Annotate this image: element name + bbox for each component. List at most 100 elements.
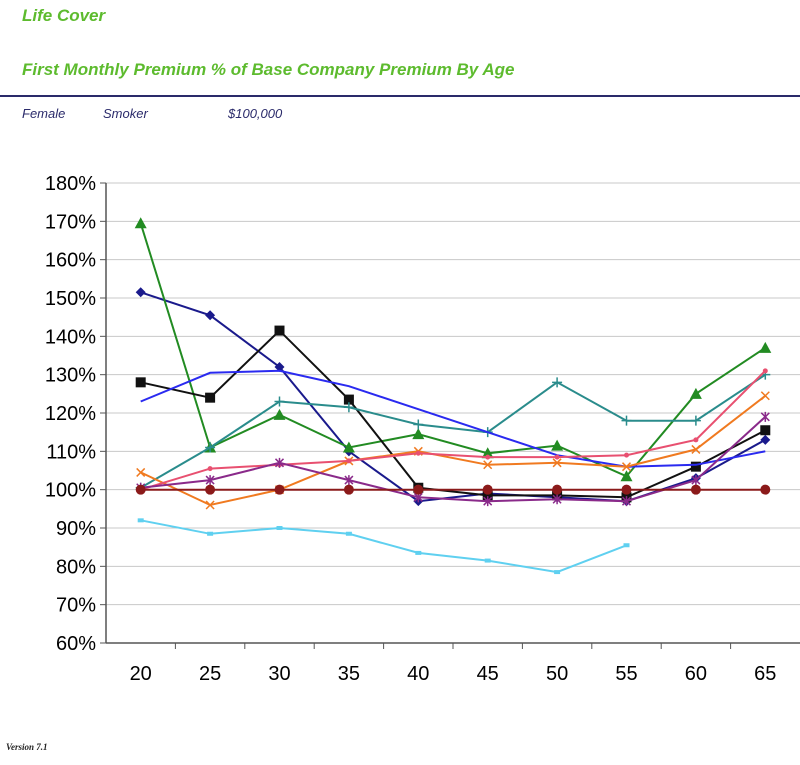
- data-point: [552, 377, 563, 388]
- data-point: [760, 484, 771, 495]
- data-point: [484, 558, 491, 563]
- data-point: [412, 428, 425, 440]
- data-point: [621, 415, 632, 426]
- data-point: [205, 392, 216, 403]
- data-point: [346, 458, 352, 464]
- amount-label: $100,000: [228, 106, 283, 121]
- premium-line-chart: 60% 70% 80% 90% 100% 110% 120% 130% 140% 150% 160%…: [45, 173, 800, 685]
- data-point: [760, 434, 771, 445]
- data-point: [342, 441, 355, 453]
- y-tick-label: 160%: [45, 250, 96, 272]
- y-tick-label: 120%: [45, 403, 96, 425]
- x-tick-label: 55: [615, 663, 637, 685]
- y-tick-label: 110%: [46, 441, 96, 463]
- data-point: [621, 496, 632, 507]
- data-point: [274, 362, 285, 372]
- x-tick-label: 30: [268, 663, 290, 685]
- data-point: [343, 394, 354, 405]
- data-point: [276, 526, 283, 530]
- data-point: [759, 341, 772, 353]
- data-point: [620, 470, 633, 482]
- data-point: [135, 287, 146, 298]
- x-tick-label: 20: [130, 663, 152, 685]
- data-point: [205, 442, 216, 453]
- data-point: [554, 570, 561, 575]
- data-point: [485, 454, 491, 460]
- y-tick-label: 170%: [45, 211, 96, 233]
- data-point: [343, 484, 354, 495]
- y-tick-label: 130%: [45, 365, 96, 387]
- y-tick-label: 60%: [56, 633, 96, 655]
- x-tick-label: 35: [338, 663, 360, 685]
- data-point: [205, 310, 216, 321]
- data-point: [274, 484, 285, 495]
- data-point: [136, 467, 146, 477]
- data-point: [483, 460, 493, 470]
- data-point: [552, 484, 563, 495]
- data-point: [343, 402, 354, 413]
- data-point: [205, 484, 216, 495]
- data-point: [413, 419, 424, 430]
- data-point: [415, 550, 422, 555]
- data-point: [691, 475, 701, 486]
- x-tick-label: 50: [546, 663, 568, 685]
- chart-title: First Monthly Premium % of Base Company …: [22, 60, 515, 79]
- y-tick-label: 100%: [45, 480, 96, 502]
- data-point: [134, 217, 147, 229]
- y-tick-label: 150%: [45, 288, 96, 310]
- data-point: [690, 484, 701, 495]
- y-tick-label: 140%: [45, 326, 96, 348]
- x-tick-label: 40: [407, 663, 429, 685]
- data-point: [413, 484, 424, 495]
- gender-label: Female: [22, 106, 66, 121]
- data-point: [274, 457, 285, 468]
- data-point: [482, 490, 493, 501]
- data-point: [207, 531, 214, 536]
- data-point: [621, 484, 632, 495]
- data-point: [760, 391, 770, 401]
- data-point: [207, 466, 213, 472]
- data-point: [551, 439, 564, 451]
- data-point: [690, 415, 701, 426]
- data-point: [689, 387, 702, 399]
- data-point: [274, 325, 285, 336]
- data-point: [691, 444, 701, 454]
- series-line-3: [140, 329, 766, 499]
- data-point: [621, 462, 632, 472]
- data-point: [345, 531, 352, 536]
- data-point: [482, 484, 493, 495]
- y-tick-label: 90%: [56, 518, 96, 540]
- data-point: [135, 377, 146, 388]
- data-point: [623, 543, 630, 548]
- data-point: [760, 425, 771, 436]
- series-line-10: [140, 519, 627, 574]
- data-point: [344, 475, 354, 486]
- header-divider: [0, 95, 800, 97]
- data-point: [205, 475, 215, 486]
- data-point: [690, 461, 701, 472]
- data-point: [137, 518, 144, 523]
- x-tick-label: 60: [685, 663, 707, 685]
- data-point: [552, 458, 562, 468]
- series-line-5: [140, 369, 766, 468]
- series-line-1: [140, 291, 766, 503]
- series-line-2: [139, 223, 766, 478]
- series-line-6: [140, 395, 766, 507]
- data-point: [554, 454, 560, 460]
- x-tick-label: 45: [477, 663, 499, 685]
- version-label: Version 7.1: [6, 742, 48, 752]
- data-point: [693, 437, 699, 443]
- data-point: [205, 500, 215, 510]
- data-point: [135, 484, 146, 495]
- smoker-label: Smoker: [103, 106, 148, 121]
- x-tick-label: 25: [199, 663, 221, 685]
- data-point: [762, 368, 768, 374]
- data-point: [552, 494, 562, 505]
- data-point: [274, 396, 285, 407]
- y-tick-label: 180%: [45, 173, 96, 195]
- series-line-4: [140, 373, 766, 489]
- data-point: [273, 408, 286, 420]
- data-point: [483, 496, 493, 507]
- data-point: [481, 447, 494, 459]
- data-point: [760, 411, 770, 422]
